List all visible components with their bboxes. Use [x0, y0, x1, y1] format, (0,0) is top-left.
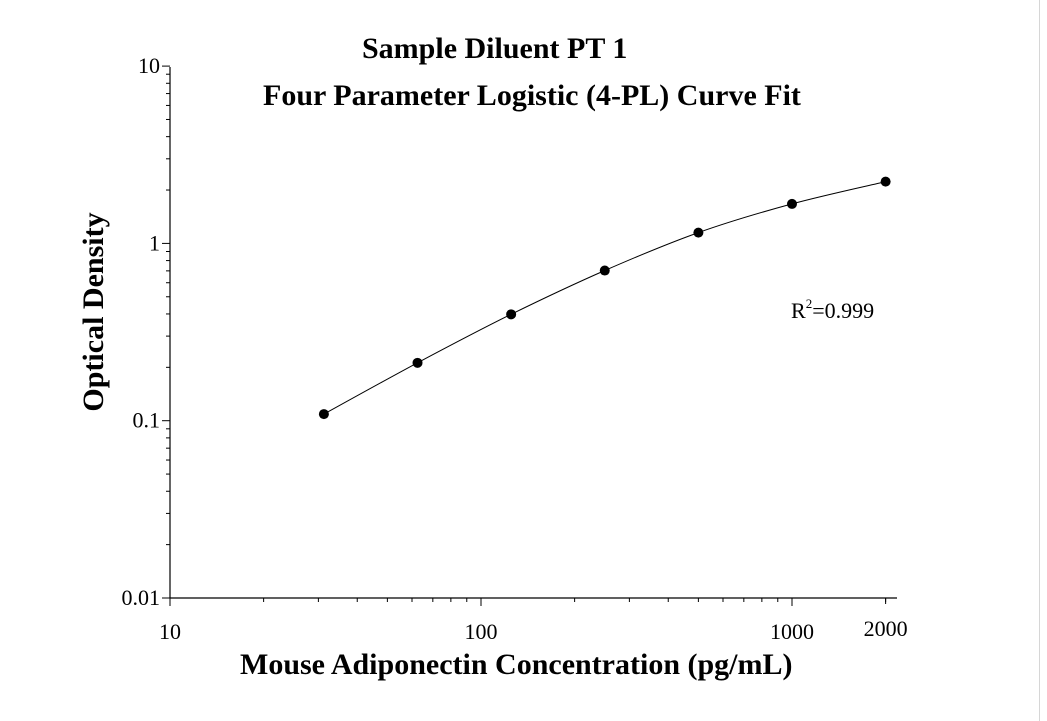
- data-point: [412, 357, 423, 368]
- right-edge-rule: [1039, 0, 1040, 721]
- y-axis-title: Optical Density: [77, 212, 110, 411]
- axes: 0.01 0.1 1 10 10 100 1000 2000: [122, 53, 908, 644]
- data-points: [318, 176, 891, 420]
- y-tick-label: 10: [138, 53, 160, 78]
- y-tick-label: 0.01: [122, 585, 161, 610]
- x-tick-label: 100: [465, 619, 498, 644]
- data-point: [318, 409, 329, 420]
- y-tick-label: 1: [149, 230, 160, 255]
- data-point: [787, 198, 797, 209]
- data-point: [880, 176, 891, 187]
- y-tick-label: 0.1: [133, 408, 161, 433]
- x-axis-title: Mouse Adiponectin Concentration (pg/mL): [240, 648, 793, 681]
- data-point: [599, 265, 610, 276]
- chart-title: Sample Diluent PT 1: [362, 32, 627, 65]
- chart-subtitle: Four Parameter Logistic (4-PL) Curve Fit: [263, 79, 801, 112]
- r-squared-value: =0.999: [812, 298, 874, 323]
- x-tick-label: 1000: [770, 619, 814, 644]
- x-tick-label: 2000: [864, 616, 908, 641]
- data-point: [506, 309, 517, 320]
- r-squared-annotation: R2=0.999: [791, 296, 874, 323]
- r-squared-base: R: [791, 298, 806, 323]
- r-squared-superscript: 2: [806, 296, 813, 311]
- data-point: [693, 227, 704, 238]
- x-tick-label: 10: [159, 619, 181, 644]
